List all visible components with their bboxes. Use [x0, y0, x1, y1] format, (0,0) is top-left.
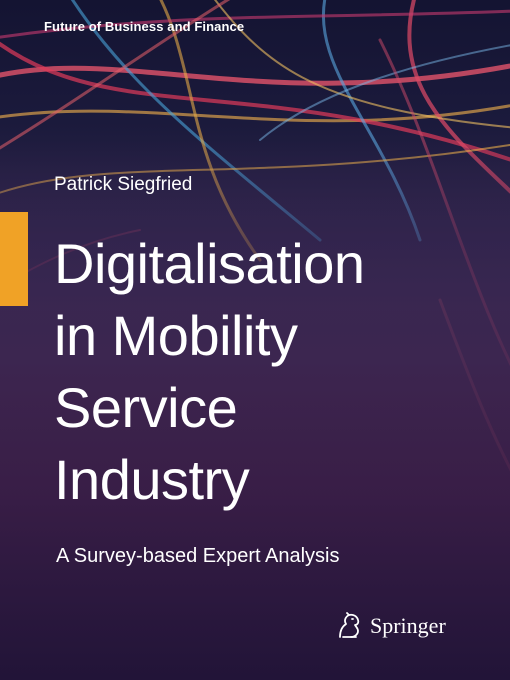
title-line: in Mobility: [54, 304, 298, 367]
publisher-logo: Springer: [334, 612, 446, 640]
series-title: Future of Business and Finance: [44, 19, 245, 34]
accent-bar: [0, 212, 28, 306]
title-line: Digitalisation: [54, 232, 365, 295]
title-line: Industry: [54, 448, 250, 511]
publisher-name: Springer: [370, 613, 446, 638]
springer-horse-icon: [339, 612, 360, 638]
book-title: Digitalisation in Mobility Service Indus…: [54, 228, 494, 516]
book-subtitle: A Survey-based Expert Analysis: [56, 545, 340, 567]
background-gradient: [0, 140, 510, 680]
author-name: Patrick Siegfried: [54, 174, 193, 195]
title-line: Service: [54, 376, 238, 439]
